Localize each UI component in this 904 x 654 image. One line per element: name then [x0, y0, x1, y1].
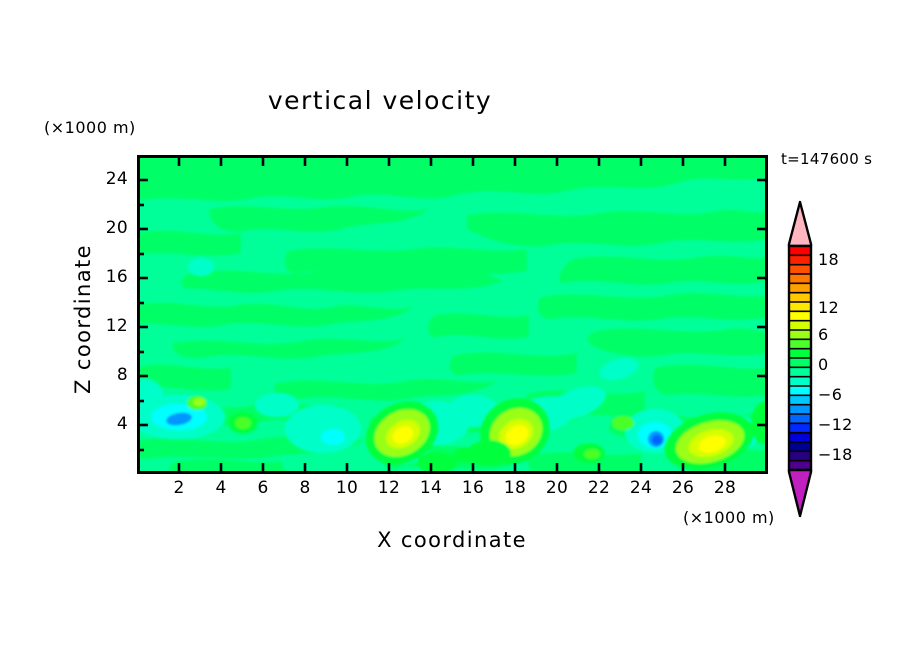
y-tick-label: 12 [105, 316, 128, 336]
colorbar-band [789, 460, 811, 471]
x-tick-label: 2 [173, 478, 185, 498]
x-tick-label: 12 [377, 478, 401, 498]
x-tick-label: 6 [257, 478, 269, 498]
colorbar-band [789, 292, 811, 303]
y-tick-label: 20 [105, 218, 128, 238]
colorbar-band [789, 386, 811, 396]
colorbar-tick-label: 12 [818, 298, 839, 317]
y-tick-label: 8 [116, 365, 128, 385]
y-tick-label: 16 [105, 267, 128, 287]
x-tick-label: 22 [587, 478, 611, 498]
colorbar-band [789, 311, 811, 322]
colorbar-band [789, 283, 811, 294]
colorbar-band [789, 367, 811, 378]
colorbar-band [789, 274, 811, 284]
colorbar-band [789, 302, 811, 312]
axis-ticks [137, 155, 768, 474]
x-axis-unit-label: (×1000 m) [683, 508, 775, 527]
colorbar-band [789, 320, 811, 331]
y-axis-unit-label: (×1000 m) [44, 118, 136, 137]
colorbar-band [789, 451, 811, 462]
x-tick-label: 14 [419, 478, 443, 498]
colorbar-band [789, 330, 811, 340]
x-tick-label: 4 [215, 478, 227, 498]
colorbar-tick-label: 0 [818, 355, 829, 374]
colorbar-band [789, 395, 811, 406]
colorbar-bands [787, 244, 813, 472]
page-title: vertical velocity [267, 86, 493, 115]
x-tick-label: 24 [629, 478, 653, 498]
colorbar-tick-label: −6 [818, 385, 843, 404]
colorbar-band [789, 423, 811, 434]
colorbar-band [789, 339, 811, 350]
colorbar-band [789, 432, 811, 443]
y-tick-label: 24 [105, 169, 128, 189]
x-tick-label: 20 [545, 478, 569, 498]
colorbar-band [789, 348, 811, 359]
x-tick-label: 26 [671, 478, 695, 498]
colorbar-under-arrow [787, 468, 813, 518]
colorbar-band [789, 264, 811, 275]
colorbar-band [789, 358, 811, 368]
colorbar-band [789, 442, 811, 452]
x-tick-label: 10 [335, 478, 359, 498]
colorbar-tick-label: 18 [818, 250, 839, 269]
x-tick-label: 8 [299, 478, 311, 498]
contour-plot-area [137, 155, 768, 474]
x-tick-label: 18 [503, 478, 527, 498]
colorbar-tick-label: −12 [818, 415, 853, 434]
colorbar [787, 200, 813, 518]
x-tick-label: 28 [713, 478, 737, 498]
colorbar-tick-label: 6 [818, 325, 829, 344]
x-axis-title: X coordinate [377, 528, 527, 552]
colorbar-band [789, 414, 811, 424]
plot-frame [137, 155, 768, 474]
colorbar-band [789, 404, 811, 415]
y-tick-label: 4 [116, 414, 128, 434]
colorbar-band [789, 255, 811, 266]
colorbar-band [789, 376, 811, 387]
time-annotation: t=147600 s [781, 150, 873, 168]
colorbar-band [789, 246, 811, 256]
colorbar-tick-label: −18 [818, 445, 853, 464]
colorbar-over-arrow [787, 200, 813, 248]
x-tick-label: 16 [461, 478, 485, 498]
